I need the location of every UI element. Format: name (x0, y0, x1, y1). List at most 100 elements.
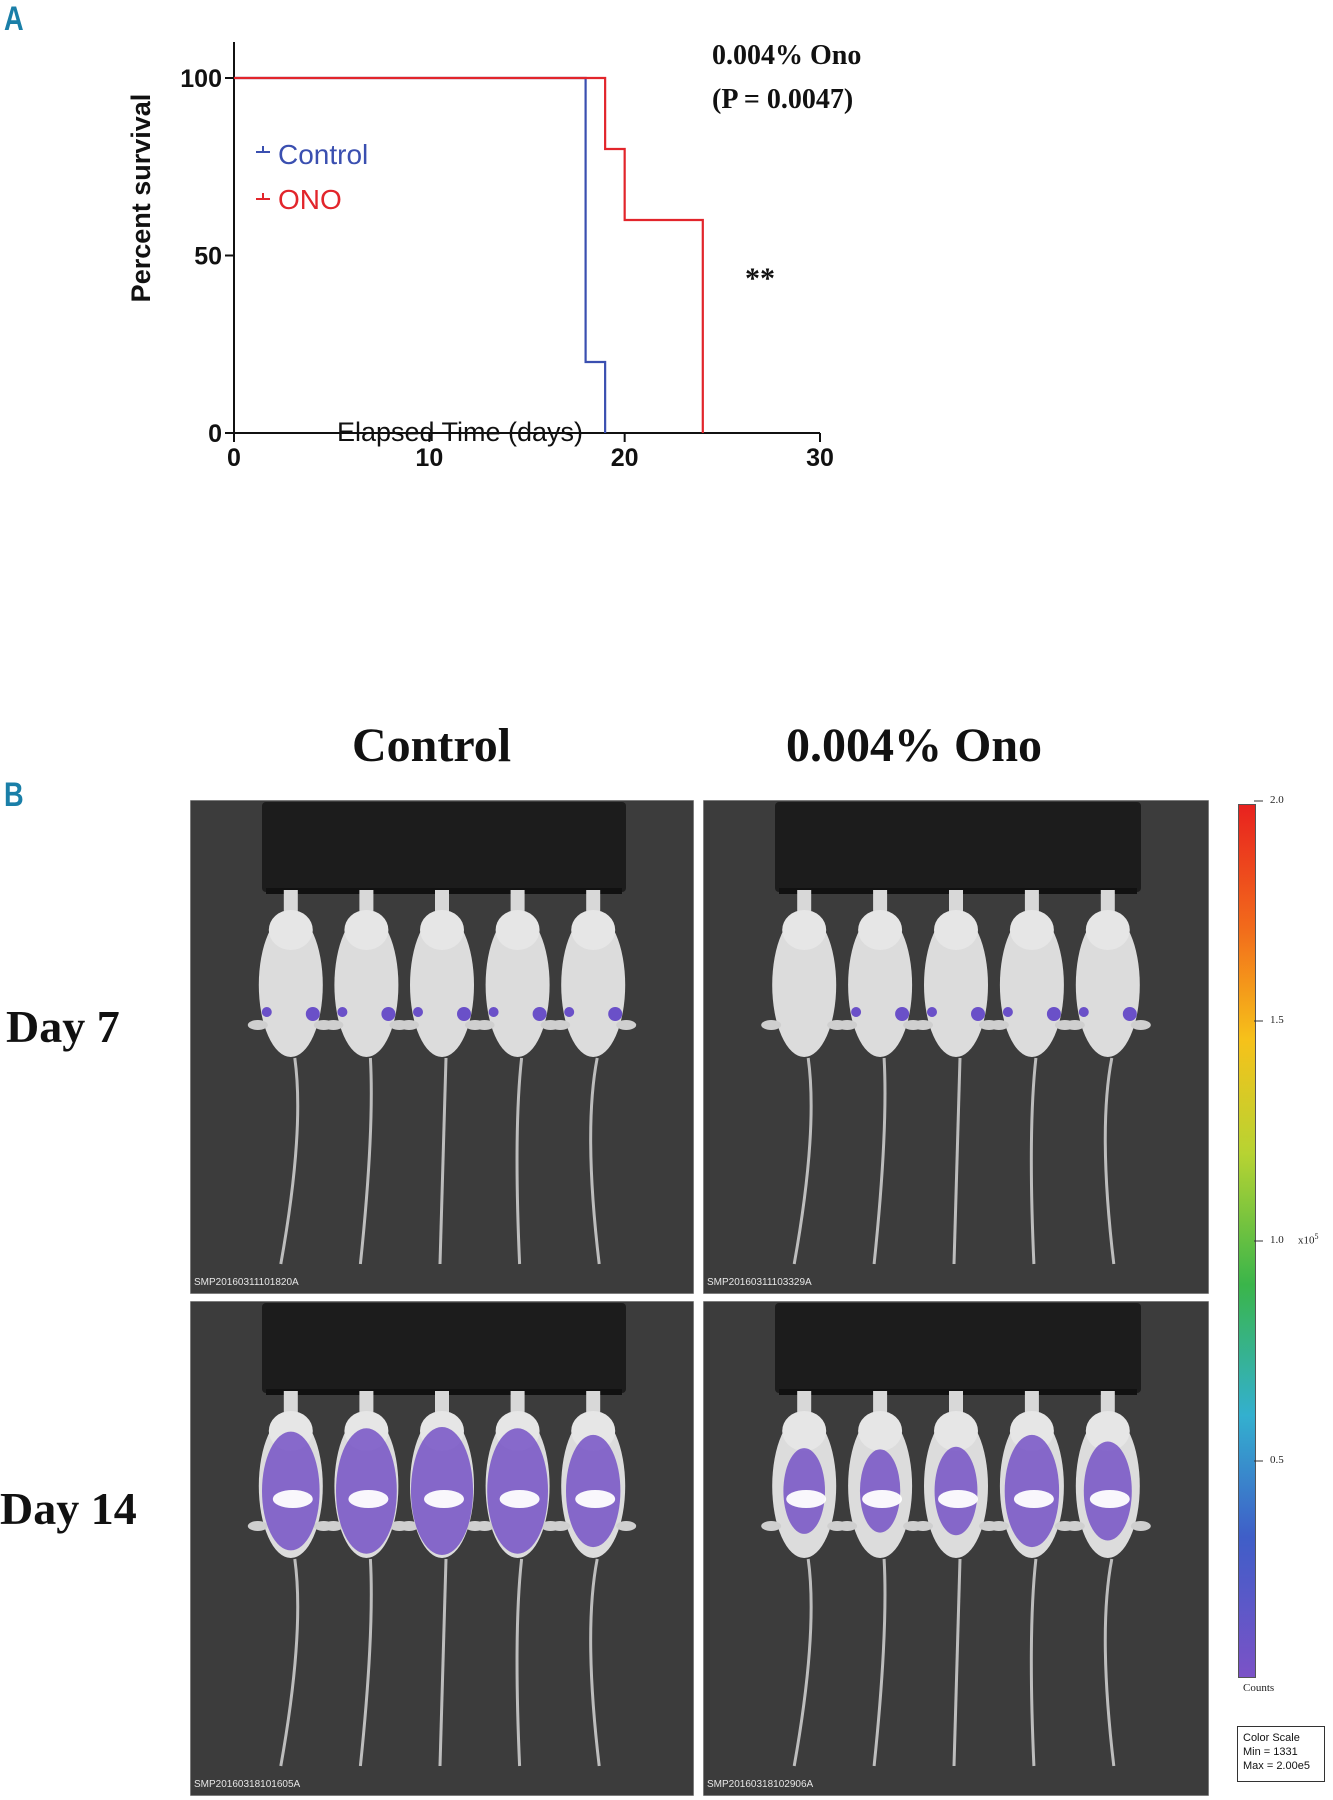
bioluminescence-signal (971, 1007, 985, 1021)
bioluminescence-signal (1078, 1007, 1089, 1017)
mouse-body (772, 913, 837, 1057)
survival-chart: 0 10 20 30 0 50 100 Elapsed Time (days) Percen… (126, 42, 834, 470)
x-tick-label: 10 (415, 444, 443, 470)
mouse-head (782, 1411, 827, 1451)
hind-leg-left (1064, 1020, 1085, 1030)
nose-cone-manifold (262, 802, 626, 892)
signal-gap (786, 1490, 827, 1508)
bioluminescence-signal (381, 1007, 396, 1021)
color-scale-title: Color Scale (1243, 1732, 1300, 1744)
mouse-head (571, 910, 616, 950)
mouse-3 (913, 890, 999, 1265)
bioluminescence-signal (305, 1007, 320, 1021)
hind-leg-left (1064, 1521, 1085, 1531)
bioluminescence-signal (488, 1007, 499, 1017)
ivis-image-day7-ono (703, 800, 1209, 1294)
mouse-1 (761, 1391, 848, 1767)
tail (872, 1558, 887, 1767)
mouse-body (258, 913, 323, 1057)
mouse-4 (988, 890, 1075, 1265)
hind-leg-left (761, 1020, 782, 1030)
significance-marker: ** (745, 262, 775, 295)
annotation-pvalue: (P = 0.0047) (712, 84, 854, 115)
mouse-head (934, 910, 978, 950)
panel-a-letter: A (4, 0, 24, 38)
y-tick-label: 50 (194, 243, 222, 271)
hind-leg-left (399, 1020, 419, 1030)
mouse-4 (988, 1391, 1075, 1767)
y-axis-label: Percent survival (126, 94, 156, 303)
hind-leg-right (616, 1521, 637, 1531)
bioluminescence-signal (1002, 1007, 1013, 1017)
mouse-head (858, 910, 903, 950)
tail (358, 1558, 373, 1767)
mouse-4 (474, 1391, 561, 1767)
bioluminescence-signal (457, 1007, 471, 1021)
ivis-image-day7-control (190, 800, 694, 1294)
mouse-head (1085, 1411, 1130, 1451)
ivis-image-day14-ono (703, 1301, 1209, 1796)
mouse-head (934, 1411, 978, 1451)
mouse-body (485, 913, 550, 1057)
signal-gap (272, 1490, 313, 1508)
hind-leg-left (837, 1020, 858, 1030)
hind-leg-left (399, 1521, 419, 1531)
nose-cone-manifold (775, 1303, 1141, 1393)
mouse-5 (1064, 890, 1151, 1265)
mouse-body (1075, 913, 1140, 1057)
col-header-ono: 0.004% Ono (786, 719, 1043, 772)
colorbar-tick-2.0: 2.0 (1270, 794, 1284, 806)
series-control (234, 76, 607, 433)
chart-axes: 0 10 20 30 0 50 100 (180, 42, 834, 470)
hind-leg-right (616, 1020, 637, 1030)
signal-gap (575, 1490, 616, 1508)
colorbar-tick-0.5: 0.5 (1270, 1454, 1284, 1466)
signal-gap (938, 1490, 978, 1508)
x-axis-label: Elapsed Time (days) (337, 417, 583, 447)
annotation-drug: 0.004% Ono (712, 40, 862, 71)
mouse-body (848, 913, 913, 1057)
tail (438, 1558, 448, 1767)
y-tick-label: 100 (180, 65, 222, 93)
hind-leg-left (550, 1521, 571, 1531)
tail (1103, 1558, 1116, 1767)
signal-gap (424, 1490, 464, 1508)
nose-cone-manifold (775, 802, 1141, 892)
color-scale-min: Min = 1331 (1243, 1746, 1298, 1758)
bioluminescence-signal (261, 1007, 272, 1017)
mouse-head (495, 910, 540, 950)
color-scale-max: Max = 2.00e5 (1243, 1760, 1310, 1772)
legend: Control ONO (256, 139, 368, 215)
colorbar-tick-1.0: 1.0 (1270, 1234, 1284, 1246)
tail (515, 1558, 524, 1767)
mouse-head (1009, 910, 1054, 950)
mouse-5 (1064, 1391, 1151, 1767)
hind-leg-right (1130, 1020, 1151, 1030)
tail (589, 1558, 601, 1767)
tail (1029, 1558, 1038, 1767)
color-scale-legend-box: Color Scale Min = 1331 Max = 2.00e5 (1237, 1726, 1325, 1782)
hind-leg-left (761, 1521, 782, 1531)
tail (279, 1558, 300, 1767)
tail (438, 1057, 448, 1265)
signal-gap (499, 1490, 540, 1508)
bioluminescence-signal (564, 1007, 575, 1017)
tail (279, 1057, 300, 1265)
row-label-day14: Day 14 (0, 1483, 137, 1534)
hind-leg-left (247, 1020, 268, 1030)
mouse-head (268, 910, 313, 950)
mouse-2 (837, 1391, 924, 1767)
mouse-2 (323, 890, 410, 1265)
tail (515, 1057, 524, 1265)
mouse-head (1085, 910, 1130, 950)
hind-leg-left (913, 1020, 933, 1030)
bioluminescence-signal (927, 1007, 937, 1017)
hind-leg-left (323, 1521, 344, 1531)
mouse-2 (323, 1391, 410, 1767)
x-tick-label: 20 (611, 444, 639, 470)
hind-leg-left (837, 1521, 858, 1531)
ivis-image-day14-control (190, 1301, 694, 1796)
tail (792, 1057, 813, 1265)
tail (358, 1057, 373, 1265)
image-id-day14-ono: SMP20160318102906A (707, 1779, 814, 1790)
